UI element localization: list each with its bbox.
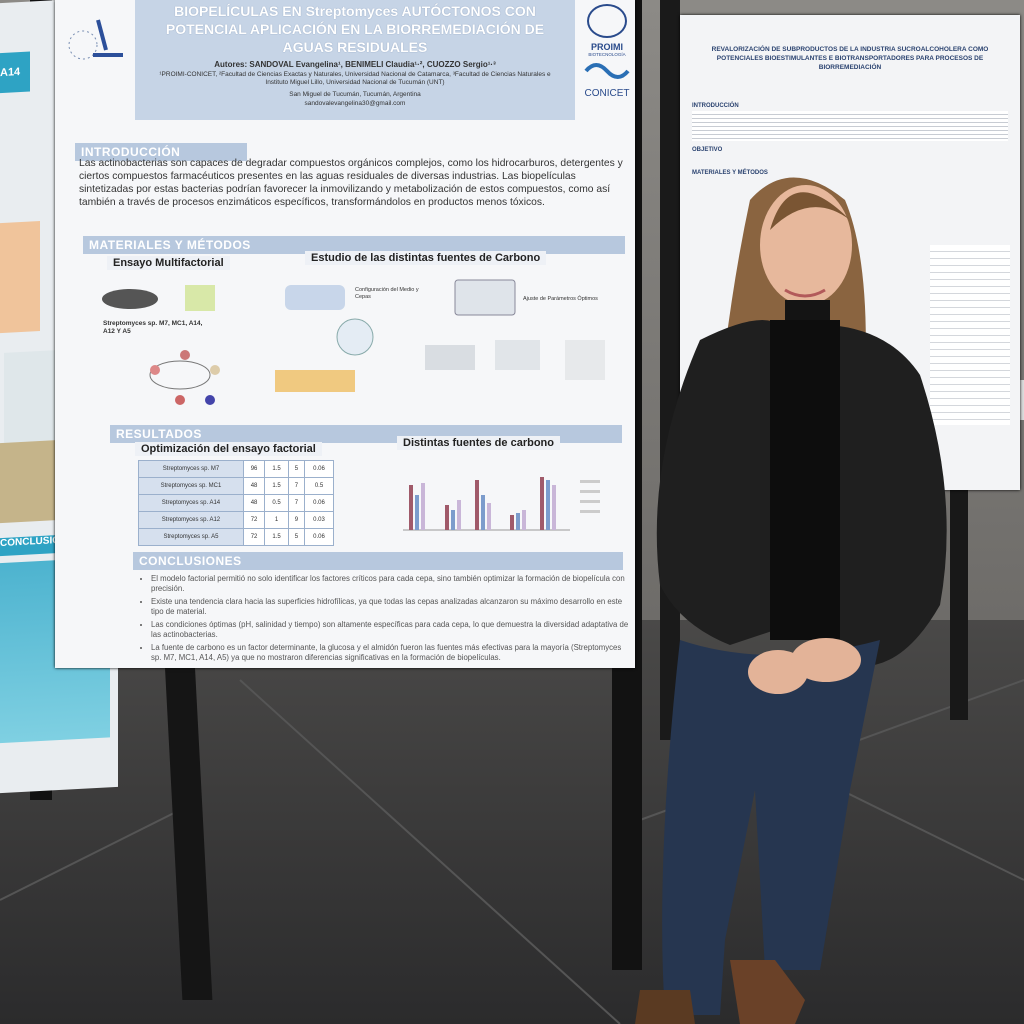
subheading: Ensayo Multifactorial: [107, 256, 230, 270]
table-cell: Streptomyces sp. A14: [138, 494, 244, 512]
conclusion-item: Existe una tendencia clara hacia las sup…: [151, 597, 631, 617]
table-cell: 48: [242, 494, 266, 512]
step-label: Ajuste de Parámetros Óptimos: [523, 296, 598, 302]
table-image: [930, 245, 1010, 425]
subheading: Estudio de las distintas fuentes de Carb…: [305, 251, 547, 265]
section-heading: INTRODUCCIÓN: [692, 103, 739, 109]
table-cell: 72: [242, 528, 266, 546]
email: sandovalevangelina30@gmail.com: [304, 100, 406, 107]
table-row: Streptomyces sp. A5 72 1.5 5 0.06: [138, 528, 335, 546]
conclusion-item: Las condiciones óptimas (pH, salinidad y…: [151, 620, 631, 640]
table-cell: Streptomyces sp. A5: [138, 528, 244, 546]
subheading: Optimización del ensayo factorial: [135, 442, 322, 456]
conclusion-item: La fuente de carbono es un factor determ…: [151, 643, 631, 663]
subheading: Distintas fuentes de carbono: [397, 436, 560, 450]
logo-text: PROIMI: [590, 42, 623, 52]
poster-title: REVALORIZACIÓN DE SUBPRODUCTOS DE LA IND…: [711, 46, 989, 71]
conclusion-list: El modelo factorial permitió no solo ide…: [139, 574, 631, 666]
logos: PROIMI BIOTECNOLOGÍA CONICET: [579, 0, 635, 110]
poster-title: BIOPELÍCULAS EN Streptomyces AUTÓCTONOS …: [165, 3, 545, 55]
section-heading: MATERIALES Y MÉTODOS: [692, 170, 768, 176]
logo-text: BIOTECNOLOGÍA: [588, 52, 626, 57]
microscope-logo: [68, 19, 123, 60]
table-cell: Streptomyces sp. MC1: [138, 477, 244, 495]
methods-diagram: [102, 279, 605, 405]
proimi-emblem: [587, 4, 627, 38]
section-heading: CONCLUSIONES: [133, 552, 623, 570]
affiliation: ¹PROIMI-CONICET, ²Facultad de Ciencias E…: [159, 71, 551, 86]
table-cell: 5: [287, 528, 305, 546]
table-cell: 0.06: [303, 528, 335, 546]
text-lines: [692, 111, 1008, 141]
authors: Autores: SANDOVAL Evangelina¹, BENIMELI …: [214, 60, 496, 69]
table-cell: 72: [242, 511, 266, 529]
table-row: Streptomyces sp. MC1 48 1.5 7 0.5: [138, 477, 335, 495]
strains-label: Streptomyces sp. M7, MC1, A14, A12 Y A5: [103, 320, 203, 335]
step-label: Configuración del Medio y Cepas: [355, 287, 419, 300]
table-row: Streptomyces sp. A12 72 1 9 0.03: [138, 511, 335, 529]
conclusion-item: El modelo factorial permitió no solo ide…: [151, 574, 631, 594]
section-heading: OBJETIVO: [692, 147, 723, 153]
table-cell: Streptomyces sp. A12: [138, 511, 244, 529]
logo-left: [63, 5, 133, 115]
section-heading: MATERIALES Y MÉTODOS: [83, 236, 625, 254]
section-heading: INTRODUCCIÓN: [75, 143, 247, 161]
carbon-chart-image: [403, 477, 600, 531]
title-box: BIOPELÍCULAS EN Streptomyces AUTÓCTONOS …: [135, 0, 575, 120]
table-row: Streptomyces sp. A14 48 0.5 7 0.06: [138, 494, 335, 512]
main-poster: BIOPELÍCULAS EN Streptomyces AUTÓCTONOS …: [55, 0, 635, 668]
location: San Miguel de Tucumán, Tucumán, Argentin…: [289, 91, 421, 98]
intro-text: Las actinobacterias son capaces de degra…: [79, 158, 623, 208]
logo-text: CONICET: [584, 88, 630, 99]
results-table: Streptomyces sp. M7 96 1.5 5 0.06 Streptomyce…: [138, 460, 335, 546]
conicet-emblem: [584, 63, 630, 79]
